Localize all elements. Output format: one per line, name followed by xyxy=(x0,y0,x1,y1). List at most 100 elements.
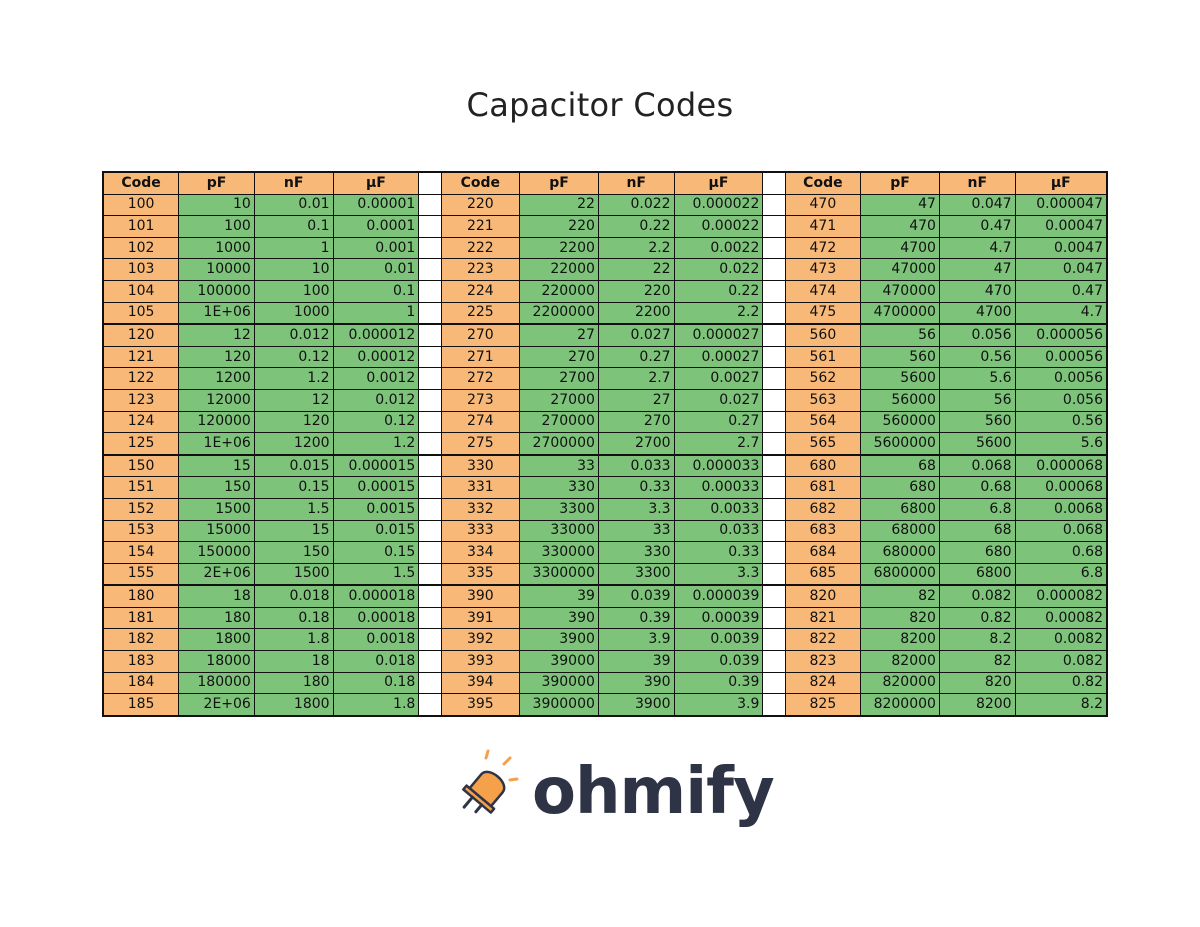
cell-pf: 22000 xyxy=(519,258,599,281)
cell-nf: 8.2 xyxy=(938,628,1016,652)
cell-uf: 0.00018 xyxy=(332,606,420,630)
table-row: 150 15 0.015 0.000015 330 33 0.033 0.000033 680 6… xyxy=(102,453,1108,478)
cell-nf: 0.033 xyxy=(597,453,675,478)
cell-pf: 820000 xyxy=(860,671,940,695)
cell-nf: 0.022 xyxy=(597,193,675,217)
cell-uf: 0.000056 xyxy=(1014,323,1108,347)
cell-code: 821 xyxy=(784,606,862,630)
cell-nf: 1.5 xyxy=(253,497,334,521)
cell-code: 332 xyxy=(440,497,521,521)
cell-code: 683 xyxy=(784,519,862,543)
cell-nf: 0.18 xyxy=(253,606,334,630)
cell-code: 391 xyxy=(440,606,521,630)
cell-nf: 0.56 xyxy=(938,345,1016,369)
cell-pf: 82000 xyxy=(860,650,940,673)
table-row: 182 1800 1.8 0.0018 392 3900 3.9 0.0039 822 8200 8… xyxy=(102,628,1108,652)
cell-nf: 0.082 xyxy=(938,584,1016,608)
cell-pf: 68 xyxy=(860,453,940,478)
cell-pf: 470000 xyxy=(860,279,940,303)
cell-code: 223 xyxy=(440,258,521,281)
cell-code: 222 xyxy=(440,236,521,260)
cell-pf: 330000 xyxy=(519,541,599,564)
cell-nf: 330 xyxy=(597,541,675,564)
cell-pf: 15000 xyxy=(178,519,255,543)
cell-pf: 56000 xyxy=(860,388,940,412)
cell-nf: 270 xyxy=(597,410,675,434)
spacer-cell xyxy=(762,541,786,564)
cell-uf: 0.082 xyxy=(1014,650,1108,673)
cell-pf: 82 xyxy=(860,584,940,608)
spacer-cell xyxy=(762,519,786,543)
cell-pf: 3900 xyxy=(519,628,599,652)
cell-nf: 3.3 xyxy=(597,497,675,521)
cell-code: 273 xyxy=(440,388,521,412)
cell-uf: 2.2 xyxy=(673,301,764,325)
cell-uf: 0.00015 xyxy=(332,476,420,499)
cell-code: 122 xyxy=(102,367,180,390)
cell-code: 470 xyxy=(784,193,862,217)
cell-uf: 4.7 xyxy=(1014,301,1108,325)
cell-pf: 4700000 xyxy=(860,301,940,325)
cell-code: 394 xyxy=(440,671,521,695)
cell-pf: 1000 xyxy=(178,236,255,260)
header-row: Code pF nF µF Code pF nF µF Code pF nF µ… xyxy=(102,171,1108,195)
cell-code: 471 xyxy=(784,215,862,238)
cell-code: 153 xyxy=(102,519,180,543)
cell-nf: 4.7 xyxy=(938,236,1016,260)
cell-uf: 3.3 xyxy=(673,562,764,586)
cell-uf: 0.0018 xyxy=(332,628,420,652)
cell-uf: 0.00047 xyxy=(1014,215,1108,238)
cell-pf: 560000 xyxy=(860,410,940,434)
cell-code: 124 xyxy=(102,410,180,434)
cell-code: 182 xyxy=(102,628,180,652)
cell-code: 224 xyxy=(440,279,521,303)
cell-uf: 0.18 xyxy=(332,671,420,695)
cell-uf: 0.000018 xyxy=(332,584,420,608)
cell-uf: 0.0001 xyxy=(332,215,420,238)
col-header-uf: µF xyxy=(332,171,420,195)
cell-pf: 120 xyxy=(178,345,255,369)
cell-code: 392 xyxy=(440,628,521,652)
table-row: 152 1500 1.5 0.0015 332 3300 3.3 0.0033 682 6800 6… xyxy=(102,497,1108,521)
cell-nf: 1.2 xyxy=(253,367,334,390)
cell-code: 151 xyxy=(102,476,180,499)
cell-pf: 820 xyxy=(860,606,940,630)
cell-pf: 2700 xyxy=(519,367,599,390)
cell-code: 472 xyxy=(784,236,862,260)
cell-uf: 0.022 xyxy=(673,258,764,281)
cell-pf: 1E+06 xyxy=(178,432,255,456)
cell-nf: 56 xyxy=(938,388,1016,412)
spacer-cell xyxy=(762,606,786,630)
page-title: Capacitor Codes xyxy=(466,86,734,124)
cell-nf: 47 xyxy=(938,258,1016,281)
spacer-cell xyxy=(418,541,442,564)
spacer-cell xyxy=(762,410,786,434)
cell-nf: 0.068 xyxy=(938,453,1016,478)
cell-pf: 390 xyxy=(519,606,599,630)
cell-uf: 0.000047 xyxy=(1014,193,1108,217)
cell-code: 154 xyxy=(102,541,180,564)
cell-nf: 0.1 xyxy=(253,215,334,238)
cell-pf: 180000 xyxy=(178,671,255,695)
table-row: 125 1E+06 1200 1.2 275 2700000 2700 2.7 565 56000… xyxy=(102,432,1108,456)
cell-nf: 0.01 xyxy=(253,193,334,217)
cell-pf: 180 xyxy=(178,606,255,630)
cell-uf: 0.000033 xyxy=(673,453,764,478)
cell-pf: 10 xyxy=(178,193,255,217)
cell-code: 185 xyxy=(102,693,180,717)
table-row: 103 10000 10 0.01 223 22000 22 0.022 473 47000 47 0… xyxy=(102,258,1108,281)
cell-nf: 18 xyxy=(253,650,334,673)
spacer-cell xyxy=(762,388,786,412)
cell-uf: 0.33 xyxy=(673,541,764,564)
cell-code: 393 xyxy=(440,650,521,673)
cell-nf: 0.27 xyxy=(597,345,675,369)
cell-pf: 27000 xyxy=(519,388,599,412)
cell-nf: 2.2 xyxy=(597,236,675,260)
cell-nf: 3.9 xyxy=(597,628,675,652)
spacer-cell xyxy=(762,367,786,390)
cell-uf: 0.012 xyxy=(332,388,420,412)
cell-code: 225 xyxy=(440,301,521,325)
cell-uf: 0.0022 xyxy=(673,236,764,260)
spacer-cell xyxy=(418,301,442,325)
cell-pf: 39 xyxy=(519,584,599,608)
